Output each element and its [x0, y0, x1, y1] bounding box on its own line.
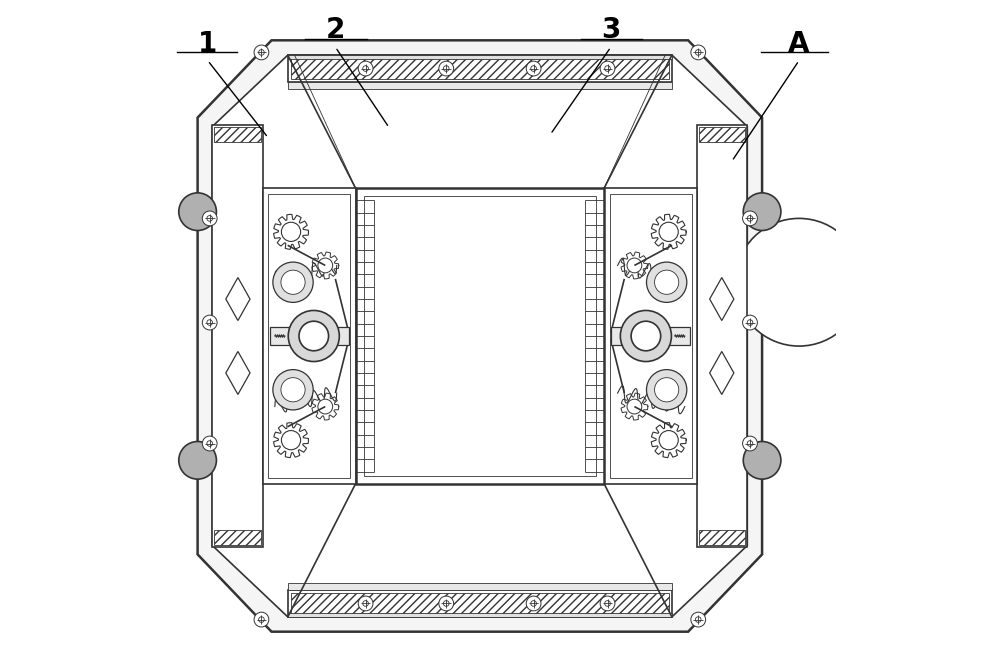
Bar [604, 188, 697, 484]
Circle shape [281, 378, 305, 402]
Bar [214, 530, 261, 545]
Bar [699, 127, 745, 142]
Polygon shape [226, 278, 250, 321]
Circle shape [358, 61, 373, 76]
Circle shape [627, 258, 642, 273]
Circle shape [747, 216, 753, 221]
Circle shape [443, 601, 449, 606]
Circle shape [605, 601, 610, 606]
Circle shape [695, 50, 701, 55]
Bar [288, 583, 672, 590]
Bar [288, 55, 672, 59]
Circle shape [254, 45, 269, 60]
Circle shape [363, 66, 368, 71]
Bar [270, 327, 349, 345]
Text: 3: 3 [601, 16, 621, 44]
Circle shape [605, 66, 610, 71]
Bar [288, 55, 672, 82]
Circle shape [631, 321, 661, 351]
Circle shape [747, 320, 753, 325]
Bar [288, 613, 672, 617]
Circle shape [531, 66, 536, 71]
Bar [288, 82, 672, 89]
Circle shape [281, 431, 301, 450]
Circle shape [207, 320, 213, 325]
Circle shape [655, 378, 679, 402]
Circle shape [318, 258, 333, 273]
Circle shape [655, 270, 679, 294]
Circle shape [531, 601, 536, 606]
Bar [214, 127, 261, 142]
Circle shape [747, 441, 753, 446]
Polygon shape [212, 55, 747, 617]
Bar [611, 327, 690, 345]
Circle shape [646, 262, 687, 302]
Bar [212, 125, 263, 547]
Circle shape [281, 270, 305, 294]
Bar [263, 188, 356, 484]
Circle shape [207, 216, 213, 221]
Bar [291, 593, 669, 614]
Bar [697, 125, 747, 547]
Circle shape [273, 262, 313, 302]
Circle shape [318, 399, 333, 414]
Circle shape [358, 596, 373, 611]
Bar [699, 530, 745, 545]
Circle shape [259, 617, 264, 622]
Circle shape [620, 310, 671, 362]
Circle shape [691, 612, 706, 627]
Circle shape [363, 601, 368, 606]
Circle shape [659, 431, 678, 450]
Text: 2: 2 [326, 16, 345, 44]
Circle shape [627, 399, 642, 414]
Circle shape [743, 193, 781, 230]
Circle shape [179, 442, 216, 479]
Circle shape [526, 596, 541, 611]
Bar [268, 194, 350, 478]
Circle shape [695, 617, 701, 622]
Polygon shape [710, 278, 734, 321]
Circle shape [254, 612, 269, 627]
Circle shape [202, 211, 217, 226]
Polygon shape [198, 40, 762, 632]
Circle shape [207, 441, 213, 446]
Text: 1: 1 [198, 30, 217, 58]
Circle shape [743, 315, 757, 330]
Circle shape [443, 66, 449, 71]
Polygon shape [710, 351, 734, 394]
Circle shape [281, 222, 301, 241]
Circle shape [299, 321, 329, 351]
Polygon shape [226, 351, 250, 394]
Circle shape [646, 370, 687, 410]
Text: A: A [788, 30, 810, 58]
Circle shape [743, 436, 757, 451]
Bar [288, 590, 672, 617]
Circle shape [202, 315, 217, 330]
Circle shape [743, 211, 757, 226]
Circle shape [735, 218, 863, 346]
Circle shape [526, 61, 541, 76]
Circle shape [600, 596, 615, 611]
Bar [291, 58, 669, 79]
Bar [364, 196, 596, 476]
Circle shape [439, 61, 454, 76]
Bar [356, 188, 604, 484]
Circle shape [691, 45, 706, 60]
Circle shape [259, 50, 264, 55]
Circle shape [288, 310, 339, 362]
Bar [610, 194, 692, 478]
Circle shape [179, 193, 216, 230]
Circle shape [743, 442, 781, 479]
Circle shape [273, 370, 313, 410]
Circle shape [439, 596, 454, 611]
Circle shape [600, 61, 615, 76]
Circle shape [659, 222, 678, 241]
Circle shape [202, 436, 217, 451]
